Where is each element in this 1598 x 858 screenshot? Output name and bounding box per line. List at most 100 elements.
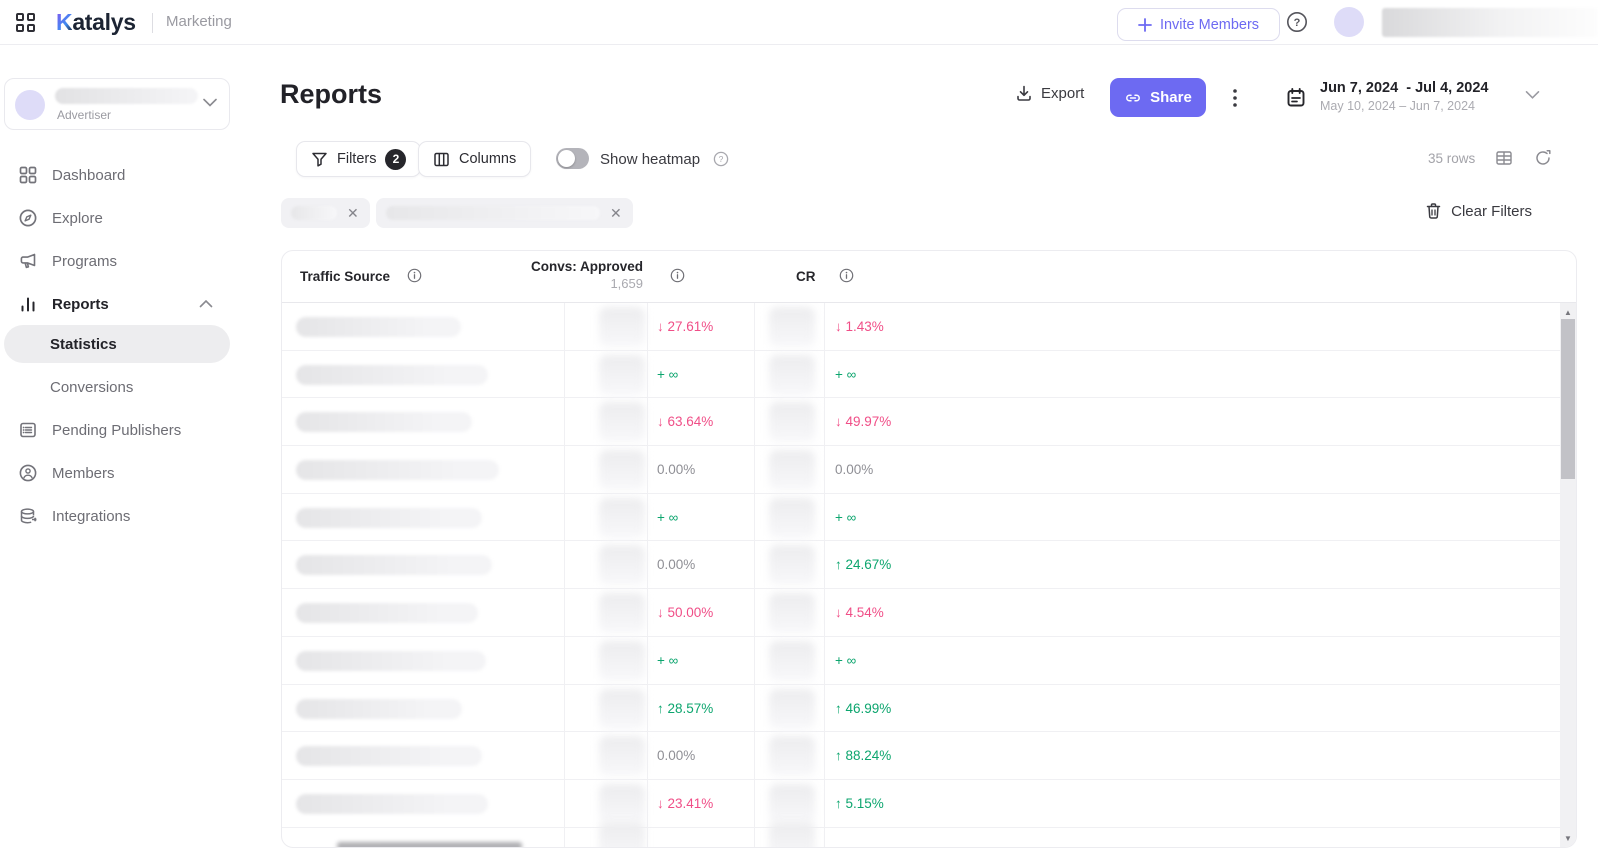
convs-value-redacted xyxy=(599,497,645,538)
cr-value-redacted xyxy=(769,736,815,777)
table-row[interactable]: ↓ 50.00% ↓ 4.54% xyxy=(282,589,1560,637)
heatmap-help-icon[interactable]: ? xyxy=(713,151,729,167)
cr-value-redacted xyxy=(769,450,815,491)
cr-delta: ↑ 24.67% xyxy=(835,557,892,573)
table-row[interactable]: 0.00% 0.00% xyxy=(282,446,1560,494)
table-row-partial[interactable] xyxy=(282,821,1560,847)
info-icon[interactable] xyxy=(407,268,422,283)
scroll-up-icon[interactable]: ▲ xyxy=(1564,307,1572,317)
convs-delta: ↓ 27.61% xyxy=(657,319,714,334)
page-title: Reports xyxy=(280,79,383,109)
chevron-down-icon xyxy=(1525,91,1540,99)
partial-row-redacted xyxy=(337,841,522,847)
filter-chip-value-redacted xyxy=(291,206,337,220)
sidebar-item-reports[interactable]: Reports xyxy=(4,288,230,320)
logo[interactable]: Katalys xyxy=(56,9,136,35)
convs-value-redacted xyxy=(599,640,645,681)
clear-filters-button[interactable]: Clear Filters xyxy=(1425,202,1532,220)
convs-value-redacted xyxy=(599,688,645,729)
refresh-icon[interactable] xyxy=(1534,149,1552,167)
share-button[interactable]: Share xyxy=(1110,78,1206,117)
table-row[interactable]: + ∞ + ∞ xyxy=(282,351,1560,399)
convs-value-redacted xyxy=(599,354,645,395)
scroll-down-icon[interactable]: ▼ xyxy=(1564,833,1572,843)
dashboard-icon xyxy=(19,166,37,184)
sidebar-item-members[interactable]: Members xyxy=(4,457,230,489)
filter-chip[interactable]: ✕ xyxy=(376,198,633,228)
convs-delta: 0.00% xyxy=(657,557,696,573)
convs-value-redacted xyxy=(599,545,645,586)
bar-chart-icon xyxy=(21,297,35,312)
user-name-redacted[interactable] xyxy=(1382,8,1598,37)
table-body: ↓ 27.61% ↓ 1.43% + ∞ + ∞ ↓ 63.64% ↓ 49.9… xyxy=(282,303,1560,847)
convs-value-redacted xyxy=(599,307,645,347)
cr-value-redacted xyxy=(769,640,815,681)
chevron-down-icon xyxy=(203,98,217,107)
table-row[interactable]: ↓ 23.41% ↑ 5.15% xyxy=(282,780,1560,828)
traffic-source-redacted xyxy=(296,793,488,814)
sidebar-item-dashboard[interactable]: Dashboard xyxy=(4,159,230,191)
cr-value-redacted xyxy=(769,783,815,824)
advertiser-selector[interactable]: Advertiser xyxy=(4,78,230,130)
heatmap-label: Show heatmap xyxy=(600,151,701,168)
logo-divider xyxy=(152,13,153,33)
user-avatar[interactable] xyxy=(1334,7,1364,37)
table-row[interactable]: 0.00% ↑ 88.24% xyxy=(282,732,1560,780)
filter-chip[interactable]: ✕ xyxy=(281,198,370,228)
cr-value-redacted xyxy=(769,402,815,443)
sidebar-item-programs[interactable]: Programs xyxy=(4,245,230,277)
link-icon xyxy=(1126,93,1141,102)
heatmap-toggle[interactable] xyxy=(556,148,589,169)
filter-chip-value-redacted xyxy=(386,206,600,220)
scrollbar-thumb[interactable] xyxy=(1561,319,1575,479)
table-view-icon[interactable] xyxy=(1495,149,1513,167)
column-header-convs-approved[interactable]: Convs: Approved 1,659 xyxy=(462,259,643,291)
column-header-cr[interactable]: CR xyxy=(796,269,816,284)
chevron-up-icon xyxy=(199,300,213,308)
table-row[interactable]: 0.00% ↑ 24.67% xyxy=(282,541,1560,590)
traffic-source-redacted xyxy=(296,555,492,576)
traffic-source-redacted xyxy=(296,460,499,481)
convs-delta: + ∞ xyxy=(657,509,679,525)
sidebar-item-explore[interactable]: Explore xyxy=(4,202,230,234)
filters-button[interactable]: Filters 2 xyxy=(296,141,422,177)
convs-value-redacted xyxy=(599,821,645,847)
invite-members-button[interactable]: Invite Members xyxy=(1117,8,1280,41)
close-icon[interactable]: ✕ xyxy=(347,205,359,221)
convs-total: 1,659 xyxy=(610,276,643,291)
table-row[interactable]: ↓ 63.64% ↓ 49.97% xyxy=(282,398,1560,447)
traffic-source-redacted xyxy=(296,650,486,671)
info-icon[interactable] xyxy=(839,268,854,283)
info-icon[interactable] xyxy=(670,268,685,283)
traffic-source-redacted xyxy=(296,746,482,767)
table-row[interactable]: + ∞ + ∞ xyxy=(282,494,1560,542)
sidebar-item-conversions[interactable]: Conversions xyxy=(50,378,134,396)
apps-grid-icon[interactable] xyxy=(16,13,35,32)
funnel-icon xyxy=(312,152,327,167)
sidebar-item-statistics[interactable]: Statistics xyxy=(4,325,230,363)
date-range-picker[interactable]: Jun 7, 2024 - Jul 4, 2024 May 10, 2024 –… xyxy=(1282,78,1540,118)
date-range-comparison: May 10, 2024 – Jun 7, 2024 xyxy=(1320,99,1475,113)
columns-button[interactable]: Columns xyxy=(418,141,532,177)
vertical-scrollbar[interactable]: ▲ ▼ xyxy=(1560,303,1576,847)
table-row[interactable]: ↓ 27.61% ↓ 1.43% xyxy=(282,303,1560,351)
table-row[interactable]: ↑ 28.57% ↑ 46.99% xyxy=(282,685,1560,733)
column-header-traffic-source[interactable]: Traffic Source xyxy=(300,269,391,284)
convs-value-redacted xyxy=(599,736,645,777)
sidebar-item-pending-publishers[interactable]: Pending Publishers xyxy=(4,414,230,446)
export-button[interactable]: Export xyxy=(1015,84,1084,102)
convs-delta: ↓ 50.00% xyxy=(657,605,714,621)
cr-delta: 0.00% xyxy=(835,462,874,478)
convs-delta: 0.00% xyxy=(657,748,696,764)
close-icon[interactable]: ✕ xyxy=(610,205,622,221)
sidebar-item-integrations[interactable]: Integrations xyxy=(4,500,230,532)
cr-delta: + ∞ xyxy=(835,509,857,525)
date-range-primary: Jun 7, 2024 - Jul 4, 2024 xyxy=(1320,80,1489,96)
cr-delta: ↑ 5.15% xyxy=(835,795,884,811)
cr-value-redacted xyxy=(769,688,815,729)
table-row[interactable]: + ∞ + ∞ xyxy=(282,637,1560,685)
product-name: Marketing xyxy=(166,13,232,30)
help-icon[interactable]: ? xyxy=(1286,11,1308,33)
more-options-icon[interactable] xyxy=(1222,83,1248,113)
